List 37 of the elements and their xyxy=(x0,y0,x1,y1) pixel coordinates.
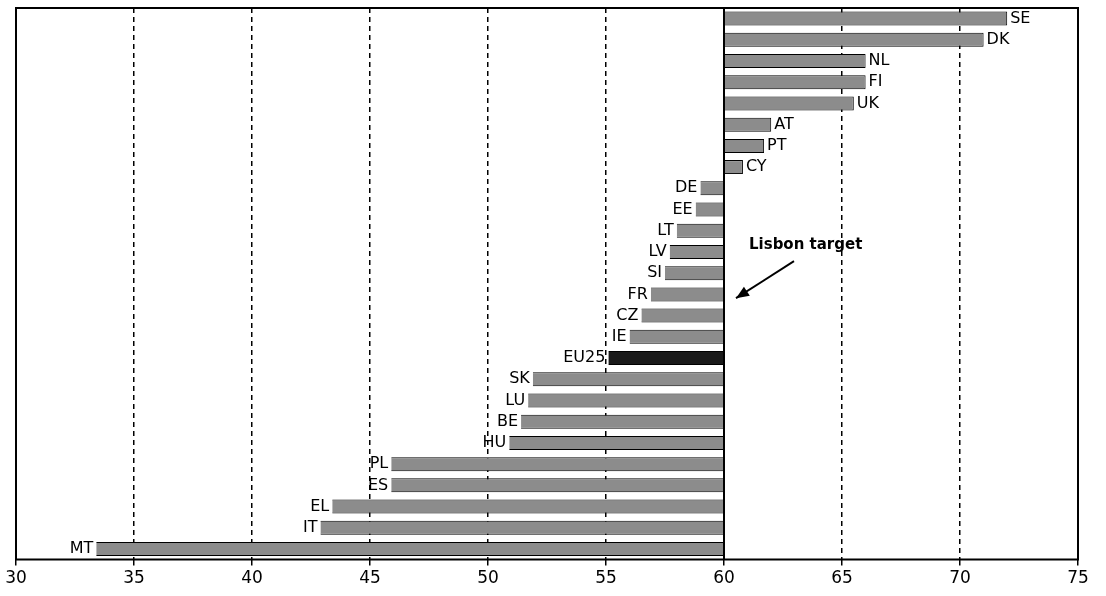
x-tick-label: 55 xyxy=(595,567,617,588)
y-tick-label: BE xyxy=(496,410,519,430)
y-tick-label: CY xyxy=(745,156,767,176)
y-tick-label: EL xyxy=(310,495,330,515)
x-tick-label: 75 xyxy=(1067,567,1089,588)
y-tick-label: NL xyxy=(868,50,890,70)
y-tick-label: PT xyxy=(767,135,787,155)
x-tick-label: 60 xyxy=(713,567,735,588)
y-tick-label: IT xyxy=(302,516,318,536)
y-tick-label: PL xyxy=(369,453,389,473)
ref-line-label: Lisbon target xyxy=(749,235,863,254)
y-tick-label: IE xyxy=(611,325,627,345)
y-tick-label: CZ xyxy=(616,304,639,324)
y-tick-label: EU25 xyxy=(563,347,606,367)
y-tick-label: SE xyxy=(1010,7,1031,27)
x-tick-label: 65 xyxy=(831,567,853,588)
x-tick-label: 35 xyxy=(123,567,145,588)
y-tick-label: SK xyxy=(509,368,531,388)
x-tick-label: 30 xyxy=(5,567,27,588)
y-tick-label: UK xyxy=(856,92,880,112)
y-tick-label: LU xyxy=(505,389,526,409)
y-tick-label: ES xyxy=(367,474,389,494)
y-tick-label: HU xyxy=(482,432,507,452)
y-tick-label: AT xyxy=(774,113,794,133)
y-tick-label: DK xyxy=(986,28,1010,48)
x-tick-label: 70 xyxy=(949,567,971,588)
y-tick-label: MT xyxy=(69,538,94,558)
y-tick-label: FI xyxy=(868,71,883,91)
x-tick-label: 45 xyxy=(359,567,381,588)
y-tick-label: LT xyxy=(657,219,675,239)
x-tick-label: 50 xyxy=(477,567,499,588)
y-tick-label: DE xyxy=(674,177,698,197)
y-tick-label: LV xyxy=(648,241,667,261)
x-tick-label: 40 xyxy=(241,567,263,588)
y-tick-label: SI xyxy=(647,262,662,282)
y-tick-label: FR xyxy=(627,283,648,303)
y-tick-label: EE xyxy=(672,198,693,218)
